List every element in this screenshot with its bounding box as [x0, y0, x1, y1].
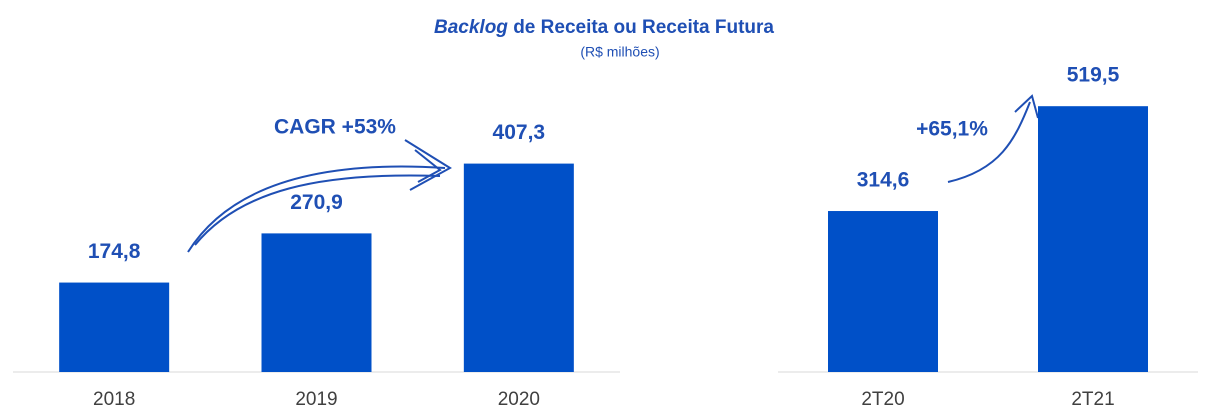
annotation: CAGR +53% [274, 116, 396, 139]
arrowhead-right [1014, 94, 1039, 119]
bar [463, 163, 574, 372]
annotation: +65,1% [916, 118, 988, 141]
title-italic: Backlog [434, 17, 508, 38]
arrow-left [187, 165, 446, 253]
x-tick-label: 2019 [295, 389, 337, 410]
bar [1038, 106, 1148, 373]
bar [59, 282, 170, 372]
chart-subtitle: (R$ milhões) [580, 44, 659, 60]
arrow-left-2 [194, 174, 441, 246]
arrow-right [947, 101, 1031, 183]
data-label: 407,3 [493, 121, 546, 144]
x-tick-label: 2T21 [1071, 389, 1114, 410]
arrows [187, 94, 1039, 253]
bar [828, 211, 938, 372]
x-tick-label: 2T20 [861, 389, 904, 410]
arrowhead-left [404, 139, 452, 191]
bar [261, 233, 372, 372]
x-tick-label: 2018 [93, 389, 135, 410]
data-label: 174,8 [88, 240, 141, 263]
data-label: 519,5 [1067, 64, 1120, 87]
data-label: 314,6 [857, 169, 910, 192]
title-rest: de Receita ou Receita Futura [513, 17, 774, 38]
data-label: 270,9 [290, 191, 343, 214]
x-tick-label: 2020 [498, 389, 540, 410]
chart-title: Backlog de Receita ou Receita Futura [434, 17, 774, 38]
